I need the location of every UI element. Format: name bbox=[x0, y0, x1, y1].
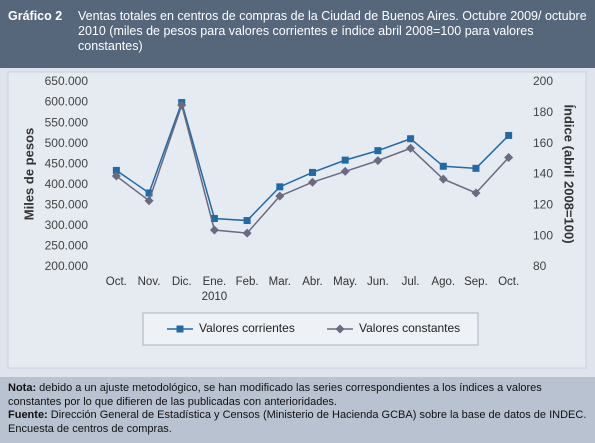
legend-marker bbox=[176, 325, 184, 333]
y-tick-label: 500.000 bbox=[45, 136, 89, 150]
x-tick-label: Mar. bbox=[268, 276, 291, 288]
y-tick-label: 350.000 bbox=[45, 198, 89, 212]
note-text: debido a un ajuste metodológico, se han … bbox=[8, 382, 542, 408]
y2-tick-label: 80 bbox=[533, 259, 547, 273]
x-tick-label: Sep. bbox=[464, 276, 488, 288]
point bbox=[242, 228, 252, 238]
legend-label: Valores corrientes bbox=[199, 321, 295, 335]
x-tick-label: Ene. 2010 bbox=[201, 276, 228, 303]
y-tick-label: 450.000 bbox=[45, 156, 89, 170]
point bbox=[341, 156, 349, 164]
y-tick-label: 300.000 bbox=[45, 218, 89, 232]
x-tick-label: Dic. bbox=[171, 276, 192, 288]
note: Fuente: Dirección General de Estadística… bbox=[8, 409, 587, 436]
point bbox=[439, 162, 447, 170]
legend bbox=[142, 312, 479, 346]
point bbox=[144, 196, 154, 206]
point bbox=[471, 188, 481, 198]
y-tick-label: 400.000 bbox=[45, 177, 89, 191]
point bbox=[373, 156, 383, 166]
point bbox=[309, 168, 316, 176]
y2-tick-label: 100 bbox=[533, 228, 553, 242]
x-tick-label: Oct. bbox=[105, 276, 127, 288]
point bbox=[210, 214, 218, 222]
header: Gráfico 2 Ventas totales en centros de c… bbox=[0, 0, 595, 68]
point bbox=[505, 131, 513, 139]
y-tick-label: 250.000 bbox=[45, 239, 89, 253]
point bbox=[374, 147, 382, 155]
chart-title: Ventas totales en centros de compras de … bbox=[78, 9, 587, 53]
y-tick-label: 600.000 bbox=[45, 95, 89, 109]
y-tick-label: 650.000 bbox=[45, 74, 89, 88]
footer: Nota: debido a un ajuste metodológico, s… bbox=[0, 377, 595, 443]
x-tick-label: Oct. bbox=[498, 276, 520, 288]
chart: Miles de pesos Índice (abril 2008=100) 2… bbox=[7, 71, 587, 369]
legend-label: Valores constantes bbox=[359, 321, 460, 335]
point bbox=[275, 191, 285, 201]
point bbox=[177, 100, 187, 110]
point bbox=[504, 153, 514, 163]
point bbox=[243, 217, 251, 225]
point bbox=[438, 174, 448, 184]
y-tick-label: 200.000 bbox=[45, 259, 89, 273]
point bbox=[145, 189, 153, 197]
x-tick-label: May. bbox=[333, 276, 358, 288]
note: Nota: debido a un ajuste metodológico, s… bbox=[8, 382, 587, 409]
y-tick-label: 550.000 bbox=[45, 115, 89, 129]
x-tick-label: Jun. bbox=[367, 276, 389, 288]
x-tick-label: Abr. bbox=[302, 276, 323, 288]
y2-tick-label: 200 bbox=[533, 74, 553, 88]
y2-axis-title: Índice (abril 2008=100) bbox=[562, 104, 577, 243]
note-text: Dirección General de Estadística y Censo… bbox=[8, 409, 587, 435]
x-tick-label: Ago. bbox=[431, 276, 456, 288]
point bbox=[340, 166, 350, 176]
chart-number: Gráfico 2 bbox=[8, 9, 63, 23]
note-label: Nota: bbox=[8, 382, 37, 394]
x-tick-label: Nov. bbox=[137, 276, 161, 288]
note-label: Fuente: bbox=[8, 409, 48, 421]
x-axis-labels: Oct. Nov. Dic. Ene. 2010 Feb. Mar. Abr. May. Jun… bbox=[0, 275, 595, 315]
y2-tick-label: 120 bbox=[533, 198, 553, 212]
x-tick-label: Feb. bbox=[235, 276, 259, 288]
point bbox=[472, 164, 480, 172]
y2-tick-label: 160 bbox=[533, 136, 553, 150]
point bbox=[407, 135, 415, 143]
point bbox=[406, 143, 416, 153]
point bbox=[111, 171, 121, 181]
y2-tick-label: 180 bbox=[533, 105, 553, 119]
y-axis-title: Miles de pesos bbox=[21, 128, 36, 220]
y2-tick-label: 140 bbox=[533, 167, 553, 181]
point bbox=[112, 166, 120, 174]
point bbox=[276, 183, 284, 191]
legend-marker bbox=[335, 324, 345, 334]
point bbox=[209, 225, 219, 235]
point bbox=[308, 177, 317, 187]
x-tick-label: Jul. bbox=[401, 276, 420, 288]
